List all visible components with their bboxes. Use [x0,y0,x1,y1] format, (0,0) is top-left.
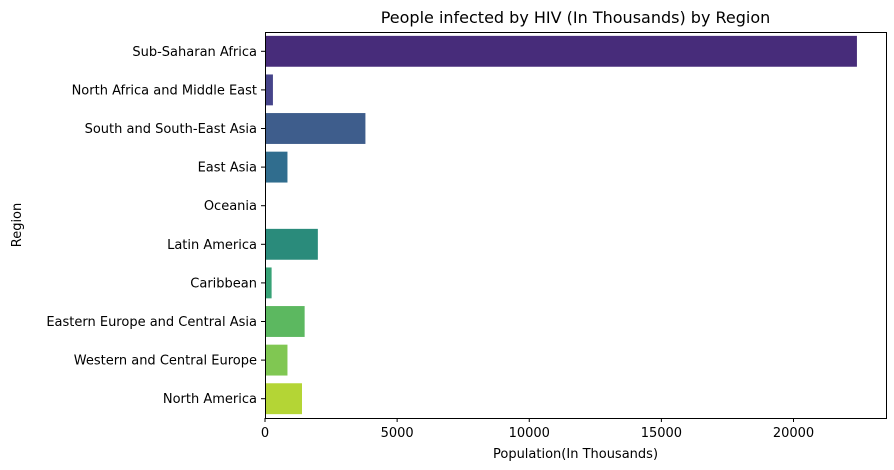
y-tick-label: Caribbean [190,276,257,291]
bars-group [265,35,857,415]
y-axis-label: Region [10,203,25,248]
x-axis-label: Population(In Thousands) [493,447,658,462]
x-tick-label: 0 [261,426,269,441]
bar [265,383,302,415]
x-axis-ticks: 0 5000 10000 15000 20000 [261,418,814,441]
y-tick-label: Oceania [204,199,257,214]
bar [265,35,857,67]
y-tick-label: Western and Central Europe [74,354,257,369]
plot-frame [265,32,887,419]
y-tick-label: Sub-Saharan Africa [132,45,257,60]
bar [265,113,366,144]
bar [265,267,272,299]
y-tick-label: Eastern Europe and Central Asia [46,315,257,330]
x-tick-label: 20000 [773,426,814,441]
bar [265,306,305,337]
bar [265,344,288,376]
bar [265,228,318,260]
y-tick-label: North Africa and Middle East [72,83,257,98]
x-tick-label: 15000 [641,426,682,441]
x-tick-label: 10000 [509,426,550,441]
chart-title: People infected by HIV (In Thousands) by… [381,8,771,27]
y-tick-label: Latin America [167,238,257,253]
y-tick-label: North America [163,392,257,407]
bar [265,151,288,183]
y-tick-label: East Asia [198,161,257,176]
y-axis-ticks: Sub-Saharan Africa North Africa and Middl… [46,45,265,407]
y-tick-label: South and South-East Asia [85,122,257,137]
bar [265,74,273,106]
x-tick-label: 5000 [381,426,414,441]
